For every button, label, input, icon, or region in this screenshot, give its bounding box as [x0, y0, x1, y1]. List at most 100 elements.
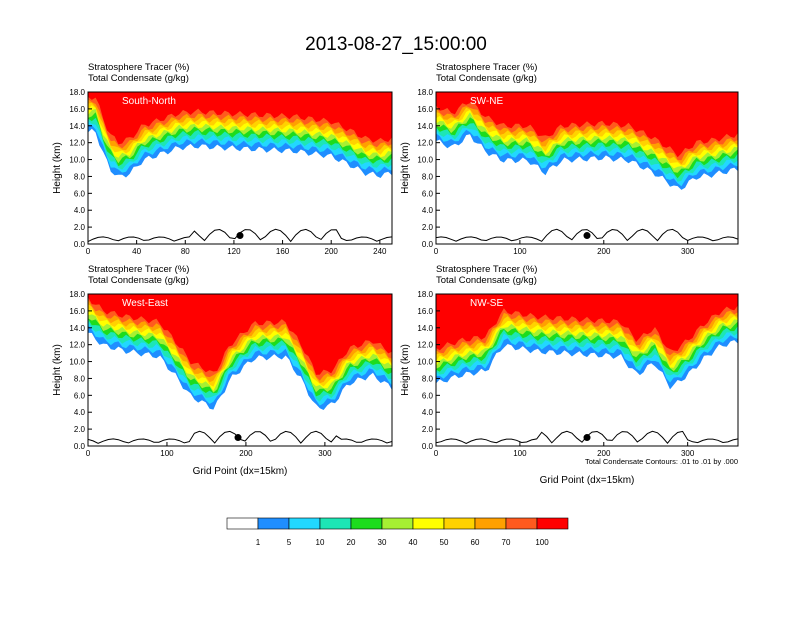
colorbar-swatch — [350, 517, 383, 530]
colorbar-swatch — [226, 517, 259, 530]
plot-frame — [435, 91, 739, 245]
x-tick-label: 0 — [86, 247, 91, 256]
location-marker — [234, 434, 242, 442]
colorbar-label: 70 — [502, 538, 511, 547]
panel-label: NW-SE — [470, 298, 503, 309]
panel-subtitle-condensate: Total Condensate (g/kg) — [436, 275, 537, 286]
y-tick-label: 6.0 — [422, 391, 434, 400]
x-tick-label: 0 — [434, 247, 439, 256]
y-axis-label: Height (km) — [52, 142, 63, 194]
colorbar-label: 30 — [378, 538, 387, 547]
figure-title: 2013-08-27_15:00:00 — [305, 34, 487, 55]
y-tick-label: 8.0 — [74, 374, 86, 383]
y-axis-label: Height (km) — [52, 344, 63, 396]
y-axis-label: Height (km) — [400, 344, 411, 396]
tracer-field — [436, 294, 738, 390]
location-marker — [583, 232, 591, 240]
y-tick-label: 8.0 — [422, 374, 434, 383]
panel-label: SW-NE — [470, 96, 503, 107]
y-tick-label: 18.0 — [417, 290, 433, 299]
x-tick-label: 200 — [597, 449, 611, 458]
y-tick-label: 6.0 — [422, 189, 434, 198]
y-tick-label: 10.0 — [69, 358, 85, 367]
x-tick-label: 120 — [227, 247, 241, 256]
plot-frame — [87, 91, 393, 245]
y-tick-label: 6.0 — [74, 189, 86, 198]
y-tick-label: 0.0 — [422, 240, 434, 249]
colorbar-swatch — [288, 517, 321, 530]
panel-sw-ne: Stratosphere Tracer (%)Total Condensate … — [400, 62, 739, 256]
location-marker — [583, 434, 591, 442]
y-tick-label: 14.0 — [417, 324, 433, 333]
y-tick-label: 18.0 — [69, 290, 85, 299]
y-tick-label: 12.0 — [417, 139, 433, 148]
tracer-field — [436, 92, 738, 190]
y-tick-label: 2.0 — [422, 425, 434, 434]
panel-label: South-North — [122, 96, 176, 107]
colorbar-swatch — [319, 517, 352, 530]
y-tick-label: 0.0 — [74, 240, 86, 249]
colorbar-label: 40 — [409, 538, 418, 547]
y-tick-label: 14.0 — [69, 324, 85, 333]
colorbar-label: 100 — [535, 538, 549, 547]
y-tick-label: 0.0 — [74, 442, 86, 451]
x-axis-label: Grid Point (dx=15km) — [540, 475, 635, 486]
colorbar-swatch — [443, 517, 476, 530]
panel-nw-se: Stratosphere Tracer (%)Total Condensate … — [400, 264, 739, 486]
y-tick-label: 18.0 — [69, 88, 85, 97]
y-tick-label: 16.0 — [69, 307, 85, 316]
colorbar: 1 5 10 20 30 40 50 60 70 100 — [226, 517, 569, 547]
panels: Stratosphere Tracer (%)Total Condensate … — [52, 62, 739, 486]
y-tick-label: 16.0 — [417, 307, 433, 316]
panel-subtitle-tracer: Stratosphere Tracer (%) — [88, 62, 189, 73]
panel-south-north: Stratosphere Tracer (%)Total Condensate … — [52, 62, 393, 256]
tracer-field — [88, 92, 392, 178]
location-marker — [236, 232, 244, 240]
panel-subtitle-condensate: Total Condensate (g/kg) — [88, 73, 189, 84]
colorbar-label: 50 — [440, 538, 449, 547]
y-tick-label: 12.0 — [69, 341, 85, 350]
panel-subtitle-condensate: Total Condensate (g/kg) — [436, 73, 537, 84]
y-axis-label: Height (km) — [400, 142, 411, 194]
colorbar-swatch — [412, 517, 445, 530]
y-tick-label: 18.0 — [417, 88, 433, 97]
y-tick-label: 10.0 — [417, 156, 433, 165]
y-tick-label: 4.0 — [74, 206, 86, 215]
plot-frame — [435, 293, 739, 447]
y-tick-label: 2.0 — [422, 223, 434, 232]
y-tick-label: 4.0 — [422, 408, 434, 417]
tracer-band-10 — [436, 294, 738, 351]
x-tick-label: 300 — [681, 449, 695, 458]
x-tick-label: 240 — [373, 247, 387, 256]
x-tick-label: 0 — [434, 449, 439, 458]
colorbar-swatch — [381, 517, 414, 530]
panel-label: West-East — [122, 298, 168, 309]
tracer-band-10 — [88, 92, 392, 145]
x-tick-label: 100 — [513, 247, 527, 256]
tracer-field — [88, 294, 392, 410]
x-tick-label: 300 — [318, 449, 332, 458]
colorbar-swatch — [257, 517, 290, 530]
y-tick-label: 12.0 — [417, 341, 433, 350]
y-tick-label: 2.0 — [74, 425, 86, 434]
colorbar-label: 60 — [471, 538, 480, 547]
y-tick-label: 0.0 — [422, 442, 434, 451]
x-tick-label: 160 — [276, 247, 290, 256]
panel-west-east: Stratosphere Tracer (%)Total Condensate … — [52, 264, 393, 477]
x-tick-label: 200 — [325, 247, 339, 256]
tracer-band-10 — [436, 92, 738, 158]
y-tick-label: 16.0 — [69, 105, 85, 114]
panel-subtitle-tracer: Stratosphere Tracer (%) — [436, 264, 537, 275]
y-tick-label: 14.0 — [69, 122, 85, 131]
y-tick-label: 8.0 — [74, 172, 86, 181]
x-tick-label: 100 — [160, 449, 174, 458]
x-tick-label: 0 — [86, 449, 91, 458]
panel-subtitle-tracer: Stratosphere Tracer (%) — [88, 264, 189, 275]
contour-note: Total Condensate Contours: .01 to .01 by… — [585, 457, 738, 466]
colorbar-label: 5 — [287, 538, 292, 547]
y-tick-label: 6.0 — [74, 391, 86, 400]
colorbar-label: 1 — [256, 538, 261, 547]
x-tick-label: 80 — [181, 247, 190, 256]
y-tick-label: 10.0 — [69, 156, 85, 165]
